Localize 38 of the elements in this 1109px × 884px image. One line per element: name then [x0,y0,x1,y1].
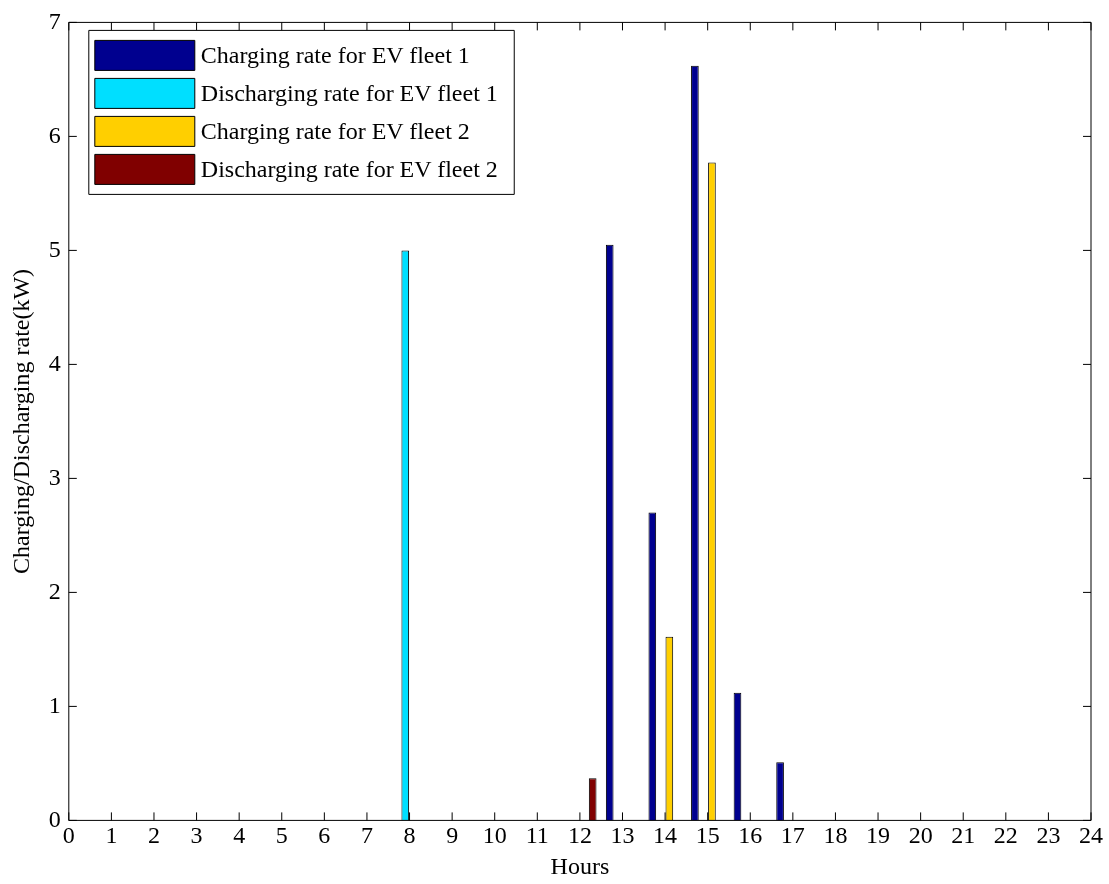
y-tick-label: 2 [48,577,61,604]
x-tick-label: 4 [233,822,246,849]
x-tick-label: 22 [993,822,1018,849]
x-tick-label: 21 [951,822,976,849]
y-axis-title: Charging/Discharging rate(kW) [7,268,34,574]
x-tick-label: 18 [823,822,848,849]
x-tick-label: 23 [1036,822,1061,849]
y-tick-label: 5 [48,235,61,262]
x-tick-label: 24 [1079,822,1103,849]
y-tick-label: 1 [48,691,61,718]
x-tick-label: 13 [610,822,635,849]
legend-label: Charging rate for EV fleet 2 [200,117,470,144]
x-tick-label: 12 [567,822,592,849]
x-tick-label: 14 [653,822,678,849]
x-tick-label: 15 [695,822,720,849]
x-tick-label: 8 [403,822,416,849]
x-tick-label: 9 [446,822,459,849]
x-tick-label: 1 [105,822,118,849]
legend-label: Discharging rate for EV fleet 1 [200,79,498,106]
legend-label: Charging rate for EV fleet 1 [200,41,470,68]
x-tick-label: 20 [908,822,933,849]
x-tick-label: 5 [275,822,288,849]
y-tick-label: 4 [48,349,61,376]
y-tick-label: 6 [48,121,61,148]
x-tick-label: 19 [866,822,891,849]
x-axis-title: Hours [550,852,610,879]
legend-label: Discharging rate for EV fleet 2 [200,155,498,182]
x-tick-label: 2 [147,822,160,849]
y-tick-label: 7 [48,7,61,34]
y-tick-label: 3 [48,463,61,490]
x-tick-label: 6 [318,822,331,849]
x-tick-label: 11 [525,822,549,849]
x-tick-label: 17 [780,822,805,849]
x-tick-label: 3 [190,822,203,849]
y-tick-label: 0 [48,805,61,832]
x-tick-label: 16 [738,822,763,849]
x-tick-label: 7 [360,822,373,849]
x-tick-label: 10 [482,822,507,849]
